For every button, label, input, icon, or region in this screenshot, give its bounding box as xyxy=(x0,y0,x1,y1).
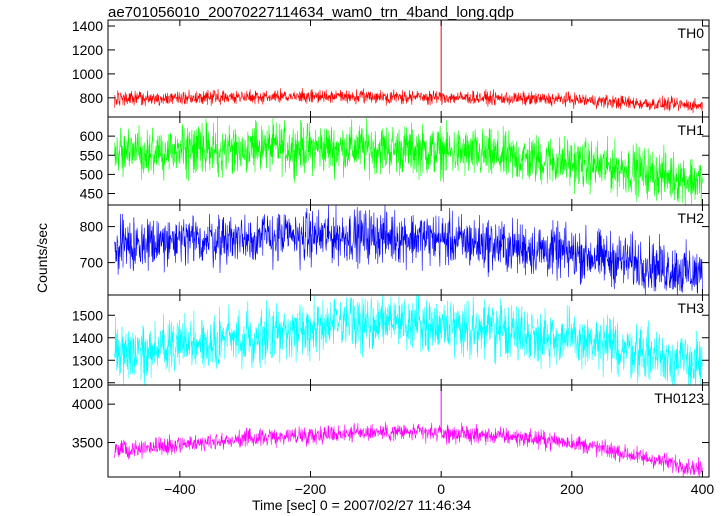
y-tick-label: 550 xyxy=(80,147,104,163)
y-tick-label: 1400 xyxy=(72,18,103,34)
series-th1 xyxy=(114,116,703,206)
panel-label-th1: TH1 xyxy=(678,122,705,138)
y-tick-label: 1500 xyxy=(72,307,103,323)
y-tick-label: 500 xyxy=(80,166,104,182)
panel-label-th3: TH3 xyxy=(678,300,705,316)
x-tick-label: −400 xyxy=(164,481,196,497)
y-tick-label: 1400 xyxy=(72,330,103,346)
series-th0123 xyxy=(114,421,703,478)
chart-title: ae701056010_20070227114634_wam0_trn_4ban… xyxy=(108,4,514,21)
series-th3 xyxy=(114,294,703,386)
panel-label-th2: TH2 xyxy=(678,210,705,226)
x-tick-label: −200 xyxy=(295,481,327,497)
y-tick-label: 450 xyxy=(80,186,104,202)
y-tick-label: 1200 xyxy=(72,375,103,391)
panel-frame-th0123 xyxy=(107,384,710,478)
x-tick-label: 200 xyxy=(560,481,584,497)
y-tick-label: 1200 xyxy=(72,42,103,58)
y-tick-label: 4000 xyxy=(72,396,103,412)
x-tick-label: 0 xyxy=(437,481,445,497)
panel-label-th0: TH0 xyxy=(678,25,705,41)
series-th0 xyxy=(114,88,703,114)
panel-label-th0123: TH0123 xyxy=(654,390,704,406)
y-tick-label: 600 xyxy=(80,128,104,144)
y-tick-label: 3500 xyxy=(72,435,103,451)
x-tick-label: 400 xyxy=(691,481,715,497)
y-tick-label: 1300 xyxy=(72,352,103,368)
y-tick-label: 800 xyxy=(80,219,104,235)
x-axis-label: Time [sec] 0 = 2007/02/27 11:46:34 xyxy=(251,497,472,513)
series-th2 xyxy=(114,204,703,296)
y-tick-label: 800 xyxy=(80,90,104,106)
y-tick-label: 700 xyxy=(80,255,104,271)
y-tick-label: 1000 xyxy=(72,66,103,82)
